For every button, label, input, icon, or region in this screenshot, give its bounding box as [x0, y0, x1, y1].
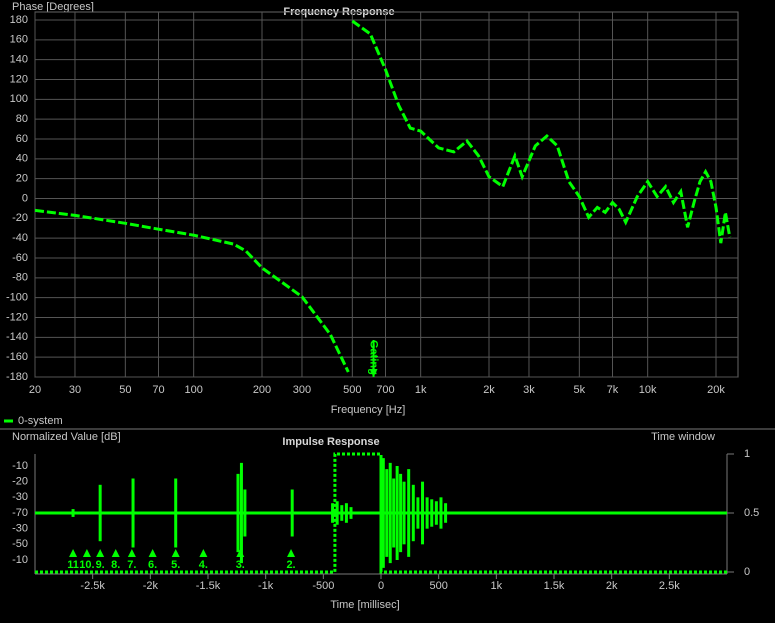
reflection-marker — [96, 549, 105, 557]
x-tick-label: 200 — [253, 384, 271, 396]
time-window — [35, 452, 727, 574]
y-tick-label: -120 — [6, 311, 28, 323]
x-tick-label: 700 — [376, 384, 394, 396]
reflection-label: 4. — [199, 559, 208, 571]
y-axis-label: Normalized Value [dB] — [12, 431, 121, 443]
reflection-marker — [236, 549, 245, 557]
y-tick-label: 80 — [16, 113, 28, 125]
y-tick-label: 120 — [10, 73, 28, 85]
y-tick-label: -30 — [12, 491, 28, 503]
y-tick-label: -60 — [12, 252, 28, 264]
y-axis-label: Phase [Degrees] — [12, 1, 94, 13]
reflection-marker — [171, 549, 180, 557]
y-tick-label: 60 — [16, 133, 28, 145]
x-axis-label: Frequency [Hz] — [331, 404, 406, 416]
reflection-label: 11 — [67, 559, 79, 571]
x-tick-label: 70 — [152, 384, 164, 396]
reflection-marker — [111, 549, 120, 557]
y-tick-label: -140 — [6, 331, 28, 343]
x-tick-label: 20k — [707, 384, 725, 396]
reflection-marker — [148, 549, 157, 557]
y2-tick-label: 1 — [744, 448, 750, 460]
y-tick-label: 0 — [22, 192, 28, 204]
x-tick-label: -500 — [312, 580, 334, 592]
y-tick-label: 160 — [10, 34, 28, 46]
y-tick-label: -180 — [6, 371, 28, 383]
x-tick-label: -2k — [143, 580, 159, 592]
reflection-marker — [287, 549, 296, 557]
y2-tick-label: 0.5 — [744, 507, 759, 519]
x-tick-label: 5k — [574, 384, 586, 396]
y-tick-label: -50 — [12, 538, 28, 550]
reflection-marker — [127, 549, 136, 557]
y-tick-label: -10 — [12, 554, 28, 566]
reflection-label: 2. — [286, 559, 295, 571]
reflection-marker — [199, 549, 208, 557]
reflection-marker — [82, 549, 91, 557]
x-tick-label: -1.5k — [196, 580, 221, 592]
x-tick-label: 100 — [184, 384, 202, 396]
x-tick-label: 3k — [523, 384, 535, 396]
y-tick-label: 100 — [10, 93, 28, 105]
reflection-label: 6. — [148, 559, 157, 571]
x-tick-label: 7k — [607, 384, 619, 396]
legend-label: 0-system — [18, 415, 63, 427]
y-tick-label: -160 — [6, 351, 28, 363]
x-tick-label: 50 — [119, 384, 131, 396]
y-tick-label: 140 — [10, 54, 28, 66]
reflection-label: 3. — [236, 559, 245, 571]
x-tick-label: 2.5k — [659, 580, 680, 592]
y-tick-label: -20 — [12, 476, 28, 488]
x-tick-label: 500 — [429, 580, 447, 592]
y-tick-label: -100 — [6, 292, 28, 304]
x-tick-label: 0 — [378, 580, 384, 592]
x-tick-label: 10k — [639, 384, 657, 396]
reflection-label: 5. — [171, 559, 180, 571]
y-tick-label: -40 — [12, 232, 28, 244]
reflection-label: 10. — [79, 559, 94, 571]
x-tick-label: -1k — [258, 580, 274, 592]
chart-title: Impulse Response — [282, 436, 379, 448]
x-tick-label: 300 — [293, 384, 311, 396]
gating-arrow — [369, 369, 378, 377]
y-tick-label: 180 — [10, 14, 28, 26]
x-tick-label: 20 — [29, 384, 41, 396]
x-axis-label: Time [millisec] — [330, 599, 399, 611]
y-tick-label: -20 — [12, 212, 28, 224]
y-tick-label: 20 — [16, 173, 28, 185]
x-tick-label: 500 — [343, 384, 361, 396]
reflection-marker — [69, 549, 78, 557]
y2-tick-label: 0 — [744, 566, 750, 578]
y-tick-label: -30 — [12, 523, 28, 535]
annotation: Gating — [368, 340, 380, 375]
y-tick-label: -10 — [12, 460, 28, 472]
y-tick-label: -80 — [12, 272, 28, 284]
series-label: Time window — [651, 431, 715, 443]
x-tick-label: 1k — [491, 580, 503, 592]
x-tick-label: 1.5k — [544, 580, 565, 592]
x-tick-label: -2.5k — [80, 580, 105, 592]
x-tick-label: 2k — [483, 384, 495, 396]
y-tick-label: -70 — [12, 507, 28, 519]
reflection-label: 7. — [127, 559, 136, 571]
x-tick-label: 30 — [69, 384, 81, 396]
y-tick-label: 40 — [16, 153, 28, 165]
reflection-label: 8. — [111, 559, 120, 571]
reflection-label: 9. — [96, 559, 105, 571]
series-line — [34, 19, 732, 373]
x-tick-label: 1k — [415, 384, 427, 396]
x-tick-label: 2k — [606, 580, 618, 592]
